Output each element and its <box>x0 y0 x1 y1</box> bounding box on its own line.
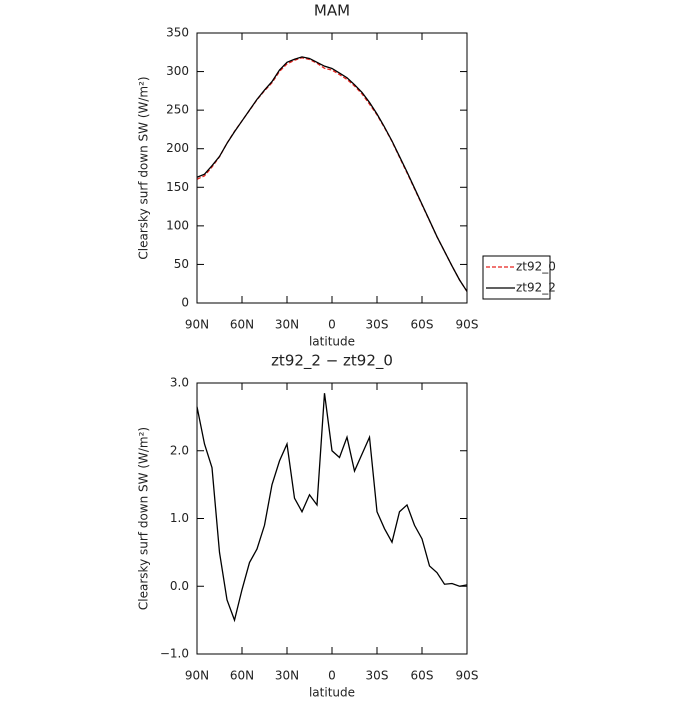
y-tick-label: 300 <box>166 64 189 78</box>
y-tick-label: 200 <box>166 141 189 155</box>
x-axis-label: latitude <box>309 686 355 700</box>
y-axis-label: Clearsky surf down SW (W/m²) <box>137 427 151 610</box>
legend-label: zt92_0 <box>516 260 556 274</box>
y-tick-label: 100 <box>166 218 189 232</box>
data-line <box>196 393 468 623</box>
plot-frame <box>196 382 468 655</box>
y-tick-label: 250 <box>166 103 189 117</box>
x-axis-label: latitude <box>309 335 355 349</box>
x-tick-label: 90S <box>456 669 479 683</box>
data-line <box>196 57 468 292</box>
y-tick-label: 0 <box>181 296 189 310</box>
y-tick-label: 50 <box>174 257 189 271</box>
x-tick-label: 90S <box>456 318 479 332</box>
y-axis-label: Clearsky surf down SW (W/m²) <box>137 76 151 259</box>
x-tick-label: 30S <box>366 669 389 683</box>
y-tick-label: 2.0 <box>170 443 189 457</box>
x-tick-label: 30N <box>275 669 299 683</box>
x-tick-label: 60S <box>411 669 434 683</box>
y-tick-label: 0.0 <box>170 579 189 593</box>
plot-frame <box>196 32 468 304</box>
y-tick-label: 150 <box>166 180 189 194</box>
y-tick-label: 3.0 <box>170 376 189 390</box>
x-tick-label: 60N <box>230 318 254 332</box>
y-tick-label: −1.0 <box>160 647 189 661</box>
x-tick-label: 30S <box>366 318 389 332</box>
x-tick-label: 60S <box>411 318 434 332</box>
x-tick-label: 30N <box>275 318 299 332</box>
x-tick-label: 0 <box>328 318 336 332</box>
y-tick-label: 350 <box>166 26 189 40</box>
x-tick-label: 60N <box>230 669 254 683</box>
chart-title: MAM <box>314 2 350 20</box>
y-tick-label: 1.0 <box>170 511 189 525</box>
data-line <box>196 56 468 292</box>
x-tick-label: 90N <box>185 669 209 683</box>
x-tick-label: 90N <box>185 318 209 332</box>
chart-title: zt92_2 − zt92_0 <box>271 352 393 371</box>
legend-box <box>482 255 551 300</box>
legend-label: zt92_2 <box>516 281 556 295</box>
x-tick-label: 0 <box>328 669 336 683</box>
